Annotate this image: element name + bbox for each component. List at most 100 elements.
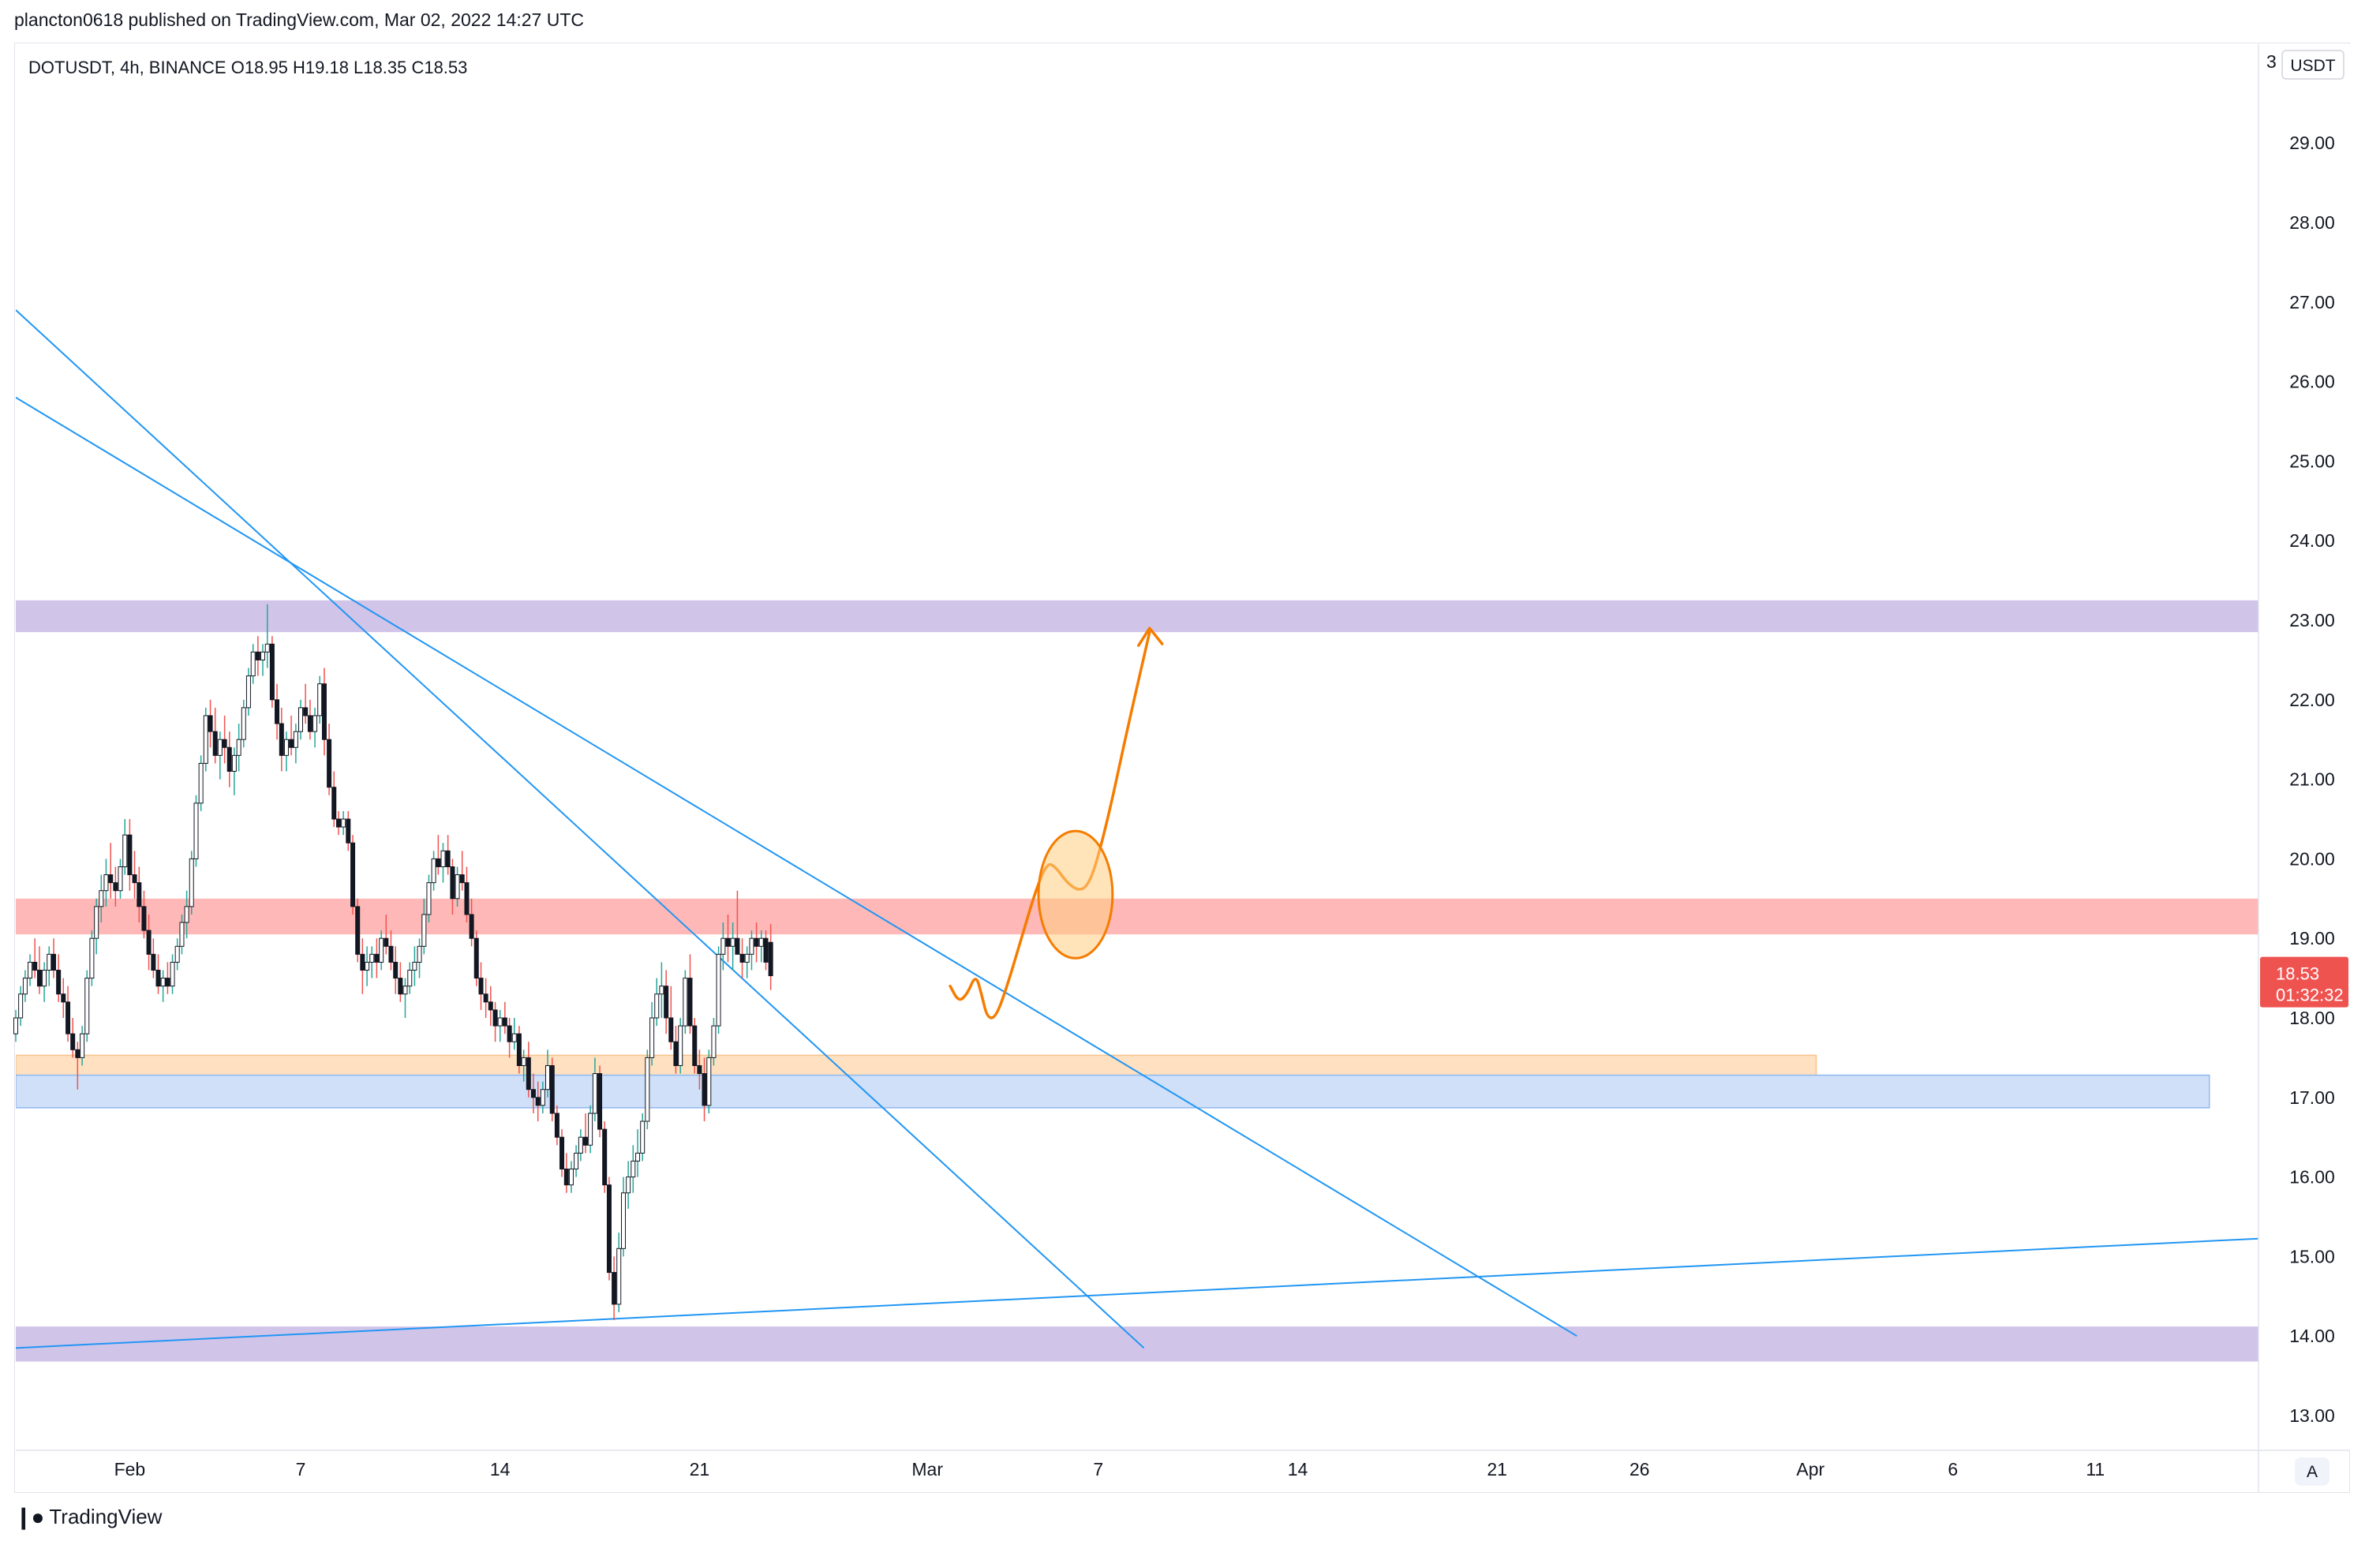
candle[interactable] (649, 1001, 655, 1066)
candle[interactable] (341, 810, 346, 836)
candle[interactable] (602, 1121, 608, 1193)
candle[interactable] (768, 924, 773, 990)
candle[interactable] (592, 1057, 597, 1122)
candle[interactable] (445, 835, 451, 875)
candle[interactable] (184, 890, 189, 939)
candle[interactable] (289, 715, 294, 756)
candle[interactable] (231, 747, 237, 795)
candle[interactable] (384, 914, 389, 955)
candle[interactable] (293, 724, 298, 764)
candle[interactable] (388, 930, 394, 971)
trendline-steep[interactable] (16, 309, 1145, 1349)
candle[interactable] (544, 1049, 550, 1098)
candle[interactable] (664, 970, 669, 1034)
candle[interactable] (563, 1153, 569, 1193)
candle[interactable] (497, 1009, 503, 1042)
candle[interactable] (189, 851, 194, 915)
candle[interactable] (754, 922, 759, 963)
candle[interactable] (450, 859, 455, 915)
projection-arrowhead[interactable] (1137, 627, 1164, 647)
candle[interactable] (535, 1081, 541, 1122)
candle[interactable] (127, 819, 133, 891)
candle[interactable] (654, 978, 660, 1027)
candle[interactable] (22, 970, 28, 1002)
candle[interactable] (744, 946, 750, 978)
currency-badge[interactable] (2281, 50, 2344, 80)
support-zone-orange[interactable] (16, 1054, 1817, 1077)
candle[interactable] (103, 859, 109, 907)
candle[interactable] (417, 938, 422, 978)
candle[interactable] (165, 962, 170, 994)
candle[interactable] (678, 1018, 683, 1074)
candle[interactable] (730, 922, 735, 971)
candle[interactable] (725, 914, 731, 963)
candle[interactable] (483, 978, 488, 1018)
candle[interactable] (687, 954, 693, 1034)
candle[interactable] (75, 1042, 80, 1090)
candle[interactable] (554, 1105, 559, 1146)
candle[interactable] (659, 962, 664, 1018)
candle[interactable] (706, 1049, 712, 1113)
candle[interactable] (260, 644, 265, 676)
candle[interactable] (488, 986, 493, 1027)
candle[interactable] (94, 898, 99, 955)
candle[interactable] (137, 866, 142, 923)
candle[interactable] (346, 810, 351, 851)
candle[interactable] (683, 970, 688, 1034)
candle[interactable] (360, 938, 365, 994)
candle[interactable] (464, 866, 470, 923)
candle[interactable] (47, 946, 52, 986)
candle[interactable] (559, 1129, 565, 1177)
candle[interactable] (379, 930, 384, 971)
candle[interactable] (65, 986, 71, 1042)
candle[interactable] (735, 890, 740, 955)
candle[interactable] (763, 930, 769, 971)
candle[interactable] (739, 938, 745, 978)
candle[interactable] (711, 1018, 717, 1066)
candle[interactable] (631, 1145, 636, 1193)
auto-scale-button[interactable] (2295, 1457, 2329, 1486)
candle[interactable] (516, 1026, 522, 1074)
candle[interactable] (226, 731, 232, 787)
candle[interactable] (298, 699, 303, 740)
candle[interactable] (431, 851, 436, 891)
resistance-zone-mid[interactable] (16, 898, 2258, 935)
candle[interactable] (597, 1065, 603, 1138)
candle[interactable] (436, 835, 441, 875)
candle[interactable] (89, 930, 95, 986)
candle[interactable] (336, 810, 342, 836)
candle[interactable] (179, 914, 185, 955)
candle[interactable] (212, 707, 218, 764)
candle[interactable] (275, 683, 280, 740)
candle[interactable] (393, 946, 399, 994)
candle[interactable] (459, 851, 465, 891)
candle[interactable] (473, 930, 479, 986)
candle[interactable] (374, 938, 380, 978)
candle[interactable] (84, 970, 90, 1042)
candle[interactable] (122, 819, 128, 875)
candle[interactable] (51, 938, 57, 978)
candle[interactable] (317, 675, 323, 724)
candle[interactable] (245, 668, 251, 716)
candle[interactable] (369, 946, 375, 978)
support-zone-blue[interactable] (16, 1074, 2210, 1109)
candle[interactable] (42, 962, 47, 1002)
candle[interactable] (673, 1026, 679, 1074)
candle[interactable] (350, 835, 356, 915)
candle[interactable] (574, 1145, 579, 1177)
candle[interactable] (478, 962, 484, 1010)
candle[interactable] (70, 1018, 76, 1058)
candle[interactable] (61, 978, 66, 1018)
candle[interactable] (668, 986, 674, 1050)
candle[interactable] (170, 954, 175, 994)
candle[interactable] (283, 731, 289, 772)
candle[interactable] (222, 715, 227, 764)
candle[interactable] (118, 859, 123, 899)
candle[interactable] (198, 755, 204, 811)
candle[interactable] (578, 1129, 583, 1162)
candle[interactable] (28, 954, 33, 986)
candle[interactable] (255, 636, 260, 676)
candle[interactable] (108, 843, 114, 899)
candle[interactable] (80, 1026, 85, 1066)
candle[interactable] (151, 938, 156, 978)
